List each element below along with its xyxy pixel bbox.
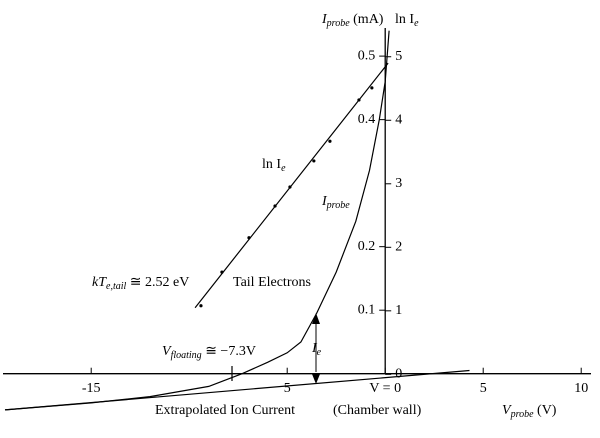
annotation: ln Ie [395,12,419,29]
y-tick-label: 0.2 [358,239,376,254]
annotation: kTe,tail ≅ 2.52 eV [92,275,189,292]
annotation-part: Tail Electrons [233,275,311,290]
x-tick-label: -15 [82,381,101,396]
data-line [4,369,470,411]
x-tick-label: 5 [284,381,291,396]
data-line [194,62,389,309]
annotation-part: probe [326,18,351,29]
annotation: Extrapolated Ion Current [155,403,295,418]
annotation-part: (mA) [350,12,384,27]
x-tick-label: 10 [574,381,588,396]
annotation: ln Ie [262,157,286,174]
annotation-part: (V) [534,403,557,418]
annotation-part: ln I [262,157,281,172]
ie-arrow-head [312,313,320,324]
annotation-part: probe [510,409,535,420]
annotation-part: I [311,341,318,356]
annotation-part: floating [171,350,202,361]
annotation-part: ≅ −7.3V [202,344,256,359]
ie-arrow-tail [312,374,320,384]
annotation-part: kT [92,275,107,290]
y-tick-label: 0.1 [358,302,376,317]
annotation: Ie [311,341,322,358]
annotation-part: e [281,163,286,174]
annotation-part: V [162,344,172,359]
annotation: Iprobe (mA) [321,12,384,29]
annotation-part: (Chamber wall) [333,403,422,418]
y2-tick-label: 0 [395,367,402,382]
y-tick-label: 0.4 [358,112,376,127]
annotation-part: V [502,403,512,418]
annotation-part: I [321,12,328,27]
annotation-part: e,tail [106,281,126,292]
annotation-part: e [414,18,419,29]
annotation-part: e [317,347,322,358]
annotation: Iprobe [321,194,350,211]
y-tick-label: 0.5 [358,48,376,63]
data-line [4,30,390,411]
annotation: (Chamber wall) [333,403,422,418]
data-point [199,304,203,308]
data-point [370,86,374,90]
annotation-part: I [321,194,328,209]
annotation: Tail Electrons [233,275,311,290]
y2-tick-label: 4 [395,112,402,127]
x-tick-label: V = 0 [369,381,401,396]
y2-tick-label: 3 [395,176,402,191]
data-point [312,159,316,163]
y2-tick-label: 5 [395,49,402,64]
x-tick-label: 5 [480,381,487,396]
annotation: Vfloating ≅ −7.3V [162,344,256,361]
annotation-part: ≅ 2.52 eV [126,275,189,290]
annotation: Vprobe (V) [502,403,557,420]
annotation-part: probe [326,200,351,211]
annotation-part: Extrapolated Ion Current [155,403,295,418]
y2-tick-label: 2 [395,240,402,255]
annotation-part: ln I [395,12,414,27]
data-point [328,139,332,143]
y2-tick-label: 1 [395,303,402,318]
